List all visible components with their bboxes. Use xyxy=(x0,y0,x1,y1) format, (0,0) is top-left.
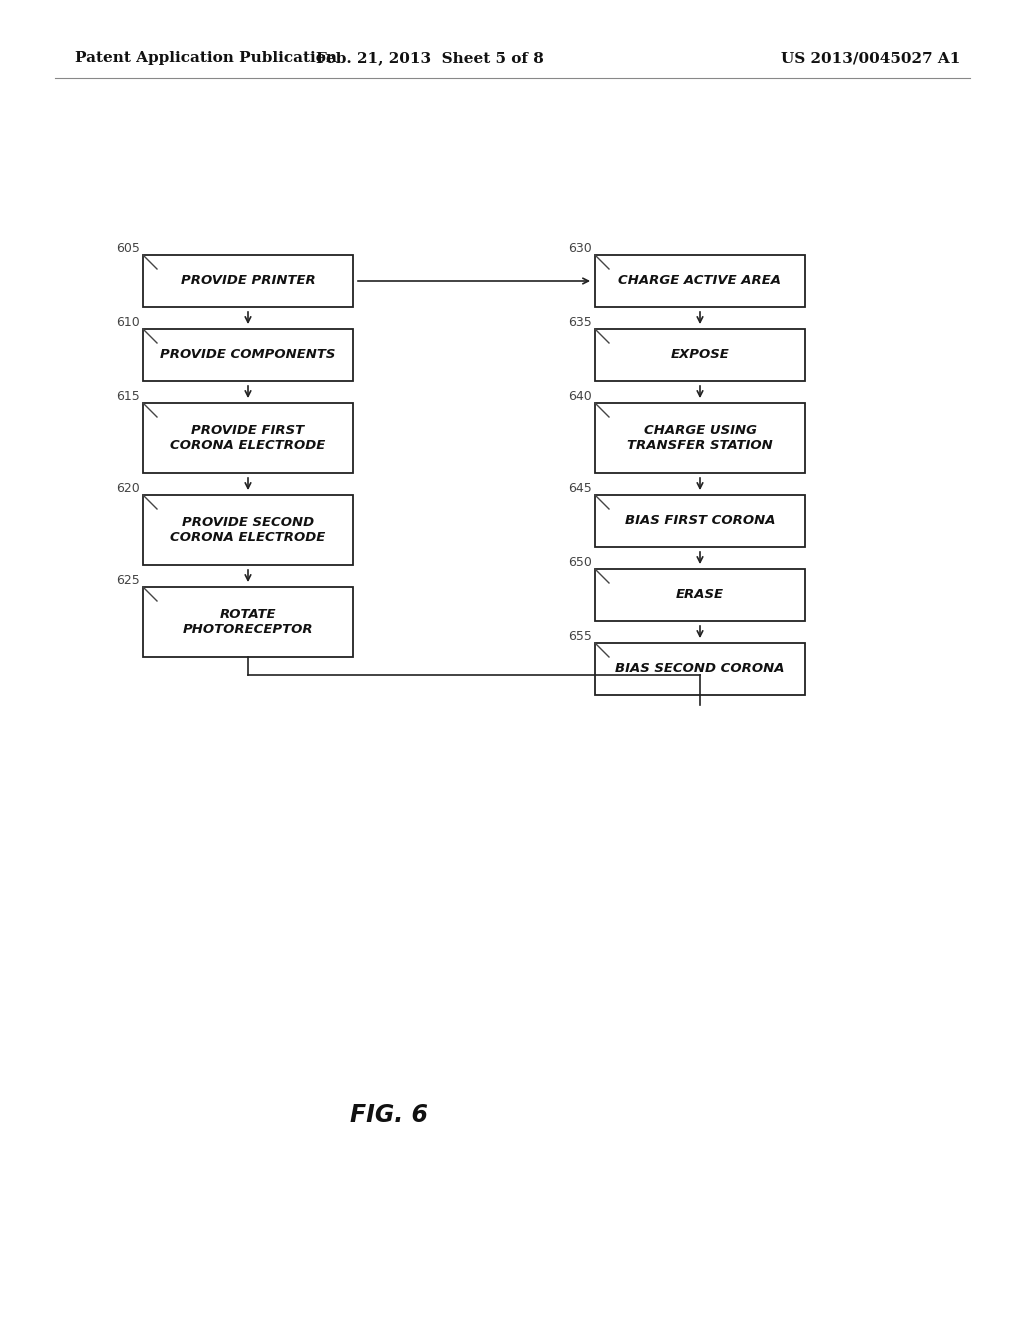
Text: 620: 620 xyxy=(117,482,140,495)
Text: 625: 625 xyxy=(117,574,140,587)
Text: ERASE: ERASE xyxy=(676,589,724,602)
Text: PROVIDE FIRST
CORONA ELECTRODE: PROVIDE FIRST CORONA ELECTRODE xyxy=(170,424,326,451)
Text: 610: 610 xyxy=(117,315,140,329)
Text: PROVIDE SECOND
CORONA ELECTRODE: PROVIDE SECOND CORONA ELECTRODE xyxy=(170,516,326,544)
Bar xyxy=(595,569,805,620)
Text: EXPOSE: EXPOSE xyxy=(671,348,729,362)
Text: Patent Application Publication: Patent Application Publication xyxy=(75,51,337,65)
Text: 655: 655 xyxy=(568,630,592,643)
Text: BIAS SECOND CORONA: BIAS SECOND CORONA xyxy=(615,663,784,676)
Bar xyxy=(595,255,805,308)
Text: 650: 650 xyxy=(568,556,592,569)
Text: Feb. 21, 2013  Sheet 5 of 8: Feb. 21, 2013 Sheet 5 of 8 xyxy=(316,51,544,65)
Text: 635: 635 xyxy=(568,315,592,329)
Bar xyxy=(143,403,353,473)
Bar xyxy=(595,643,805,696)
Bar xyxy=(143,587,353,657)
Bar xyxy=(143,329,353,381)
Text: US 2013/0045027 A1: US 2013/0045027 A1 xyxy=(780,51,961,65)
Bar xyxy=(143,255,353,308)
Text: 630: 630 xyxy=(568,242,592,255)
Text: BIAS FIRST CORONA: BIAS FIRST CORONA xyxy=(625,515,775,528)
Text: ROTATE
PHOTORECEPTOR: ROTATE PHOTORECEPTOR xyxy=(182,609,313,636)
Text: 645: 645 xyxy=(568,482,592,495)
Bar xyxy=(143,495,353,565)
Bar xyxy=(595,495,805,546)
Text: FIG. 6: FIG. 6 xyxy=(350,1104,428,1127)
Bar xyxy=(595,403,805,473)
Text: CHARGE ACTIVE AREA: CHARGE ACTIVE AREA xyxy=(618,275,781,288)
Bar xyxy=(595,329,805,381)
Text: 615: 615 xyxy=(117,389,140,403)
Text: 640: 640 xyxy=(568,389,592,403)
Text: PROVIDE PRINTER: PROVIDE PRINTER xyxy=(180,275,315,288)
Text: PROVIDE COMPONENTS: PROVIDE COMPONENTS xyxy=(161,348,336,362)
Text: CHARGE USING
TRANSFER STATION: CHARGE USING TRANSFER STATION xyxy=(627,424,773,451)
Text: 605: 605 xyxy=(116,242,140,255)
